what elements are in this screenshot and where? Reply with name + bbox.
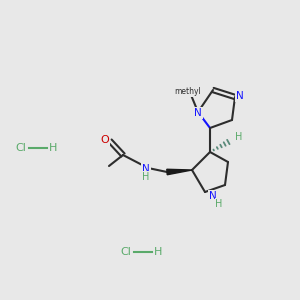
Text: Cl: Cl xyxy=(15,143,26,153)
Text: H: H xyxy=(154,247,162,257)
Text: methyl: methyl xyxy=(175,88,201,97)
Text: H: H xyxy=(235,132,243,142)
Text: N: N xyxy=(209,191,217,201)
Text: N: N xyxy=(236,91,244,101)
Text: H: H xyxy=(142,172,150,182)
Text: N: N xyxy=(142,164,150,174)
Polygon shape xyxy=(167,169,192,175)
Text: H: H xyxy=(215,199,223,209)
Text: H: H xyxy=(49,143,57,153)
Text: N: N xyxy=(194,108,202,118)
Text: Cl: Cl xyxy=(120,247,131,257)
Text: O: O xyxy=(100,135,109,145)
